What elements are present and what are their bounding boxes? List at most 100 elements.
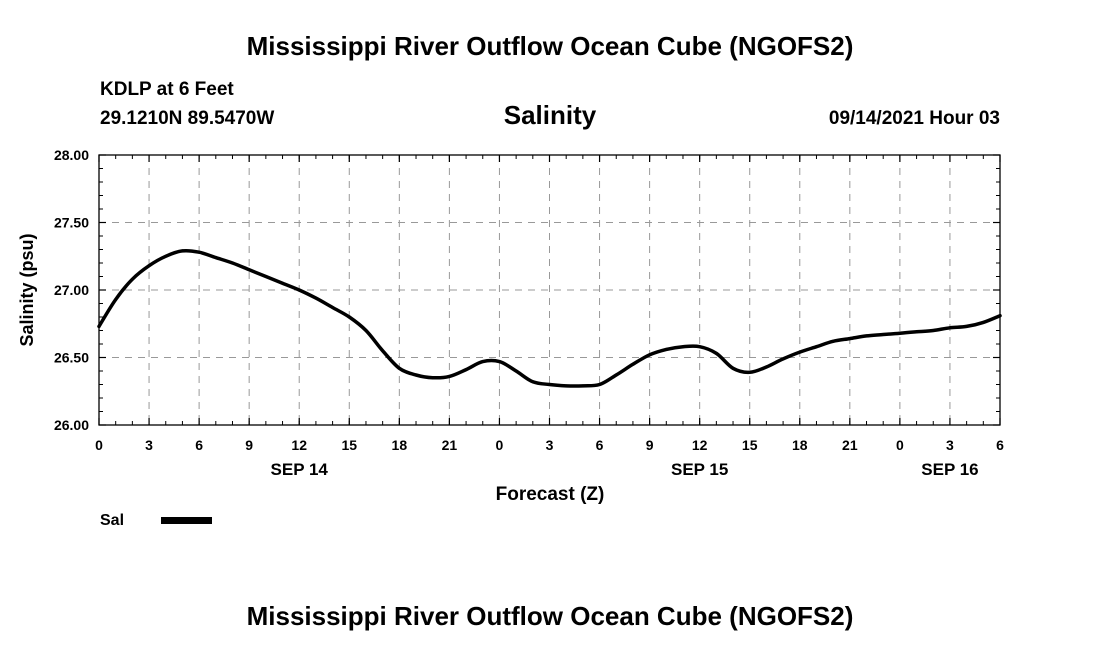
data-point-sal [865, 334, 869, 338]
legend-swatch-sal [161, 517, 212, 524]
data-point-sal [948, 326, 952, 330]
y-tick-label: 26.00 [54, 417, 89, 433]
data-point-sal [915, 330, 919, 334]
data-point-sal [197, 250, 201, 254]
x-tick-label: 15 [341, 437, 357, 453]
data-point-sal [431, 376, 435, 380]
data-point-sal [748, 370, 752, 374]
data-point-sal [998, 314, 1002, 318]
data-point-sal [931, 329, 935, 332]
data-point-sal [264, 275, 268, 278]
y-tick-label: 27.50 [54, 215, 89, 231]
data-point-sal [564, 384, 568, 388]
data-point-sal [481, 360, 485, 364]
data-point-sal [631, 362, 635, 366]
series-points [97, 249, 1002, 388]
data-point-sal [97, 324, 101, 328]
x-axis-label: Forecast (Z) [496, 484, 605, 505]
data-point-sal [664, 347, 668, 351]
data-point-sal [514, 369, 518, 373]
axis-ticks [98, 154, 1001, 426]
data-point-sal [164, 254, 168, 258]
data-point-sal [214, 256, 218, 260]
data-point-sal [581, 384, 585, 388]
data-point-sal [364, 329, 368, 332]
data-point-sal [180, 249, 184, 253]
datetime-label: 09/14/2021 Hour 03 [829, 108, 1000, 129]
x-tick-labels: 0 3 6 9 12 15 18 21 0 3 6 9 12 15 18 21 0 3 6 [95, 437, 1004, 453]
data-point-sal [831, 339, 835, 343]
data-point-sal [648, 353, 652, 357]
data-point-sal [314, 296, 318, 300]
chart-title: Salinity [504, 100, 597, 130]
x-tick-label: 3 [145, 437, 153, 453]
data-point-sal [598, 383, 602, 386]
data-point-sal [381, 349, 385, 353]
data-point-sal [447, 374, 451, 378]
data-point-sal [614, 373, 618, 377]
x-tick-label: 0 [95, 437, 103, 453]
plot-frame [98, 154, 1001, 426]
day-label: SEP 15 [671, 460, 728, 479]
data-point-sal [981, 320, 985, 324]
data-point-sal [247, 268, 251, 272]
data-point-sal [731, 366, 735, 370]
grid-lines [99, 155, 1000, 425]
data-point-sal [714, 351, 718, 355]
y-tick-label: 26.50 [54, 350, 89, 366]
legend-label-sal: Sal [100, 512, 124, 529]
day-label: SEP 14 [271, 460, 329, 479]
y-tick-labels: 26.00 26.50 27.00 27.50 28.00 [54, 147, 89, 433]
x-tick-label: 21 [842, 437, 858, 453]
x-tick-label: 18 [392, 437, 408, 453]
day-label: SEP 16 [921, 460, 978, 479]
x-tick-label: 0 [496, 437, 504, 453]
x-tick-label: 12 [291, 437, 307, 453]
data-point-sal [147, 264, 151, 268]
x-tick-label: 15 [742, 437, 758, 453]
y-axis-label: Salinity (psu) [17, 233, 37, 346]
data-point-sal [764, 365, 768, 369]
day-labels: SEP 14 SEP 15 SEP 16 [271, 460, 979, 479]
location-label: 29.1210N 89.5470W [100, 108, 274, 129]
data-point-sal [898, 331, 902, 335]
data-point-sal [698, 345, 702, 349]
data-point-sal [814, 345, 818, 349]
data-point-sal [531, 380, 535, 384]
data-point-sal [464, 368, 468, 372]
data-point-sal [130, 277, 134, 281]
x-tick-label: 21 [442, 437, 458, 453]
x-tick-label: 6 [596, 437, 604, 453]
data-point-sal [297, 288, 301, 292]
data-point-sal [881, 333, 885, 337]
x-tick-label: 6 [996, 437, 1004, 453]
x-tick-label: 3 [946, 437, 954, 453]
data-point-sal [114, 297, 118, 301]
data-point-sal [965, 324, 969, 328]
data-point-sal [548, 383, 551, 386]
data-point-sal [414, 373, 418, 377]
data-point-sal [681, 345, 685, 349]
data-point-sal [397, 366, 401, 370]
legend: Sal [100, 512, 212, 529]
data-point-sal [497, 360, 501, 364]
data-point-sal [230, 261, 234, 265]
page-title-bottom: Mississippi River Outflow Ocean Cube (NG… [247, 601, 854, 631]
data-point-sal [848, 337, 852, 341]
x-tick-label: 6 [195, 437, 203, 453]
y-tick-label: 27.00 [54, 282, 89, 298]
x-tick-label: 9 [646, 437, 654, 453]
data-point-sal [281, 281, 285, 285]
page-title-top: Mississippi River Outflow Ocean Cube (NG… [247, 31, 854, 61]
data-point-sal [347, 315, 351, 319]
y-tick-label: 28.00 [54, 147, 89, 163]
data-point-sal [798, 350, 802, 354]
data-point-sal [331, 306, 335, 310]
x-tick-label: 18 [792, 437, 808, 453]
x-tick-label: 3 [546, 437, 554, 453]
station-label: KDLP at 6 Feet [100, 79, 234, 100]
x-tick-label: 9 [245, 437, 253, 453]
x-tick-label: 12 [692, 437, 708, 453]
